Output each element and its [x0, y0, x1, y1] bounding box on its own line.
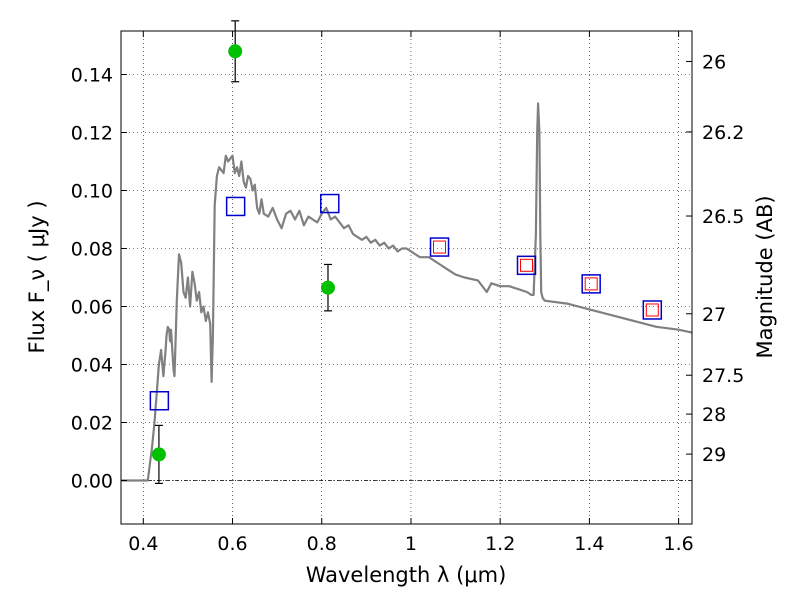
- y-axis-label: Flux F_ν ( μJy ): [25, 200, 50, 353]
- grid: [121, 31, 692, 524]
- model-phot-inner-square: [433, 240, 447, 254]
- x-axis-label: Wavelength λ (μm): [306, 563, 507, 587]
- y-tick-label: 0.12: [71, 123, 113, 145]
- right-axis-label: Magnitude (AB): [753, 195, 777, 358]
- model-phot-square: [642, 300, 663, 320]
- x-axis-ticks: 0.4 0.6 0.8 1 1.2 1.4 1.6: [128, 31, 694, 555]
- x-tick-label: 0.8: [307, 533, 337, 555]
- model-phot-square: [429, 237, 450, 257]
- y-tick-label: 0.06: [71, 297, 113, 319]
- observed-point: [151, 447, 166, 462]
- right-tick-label: 28: [702, 404, 726, 426]
- right-axis-ticks: 26 26.2 26.5 27 27.5 28 29: [686, 51, 744, 466]
- x-tick-label: 1.2: [485, 533, 515, 555]
- right-tick-label: 26.2: [702, 122, 744, 144]
- model-phot-inner-square: [584, 277, 598, 291]
- model-phot-square: [581, 274, 601, 294]
- y-tick-label: 0.04: [71, 355, 113, 377]
- x-tick-label: 1.4: [574, 533, 604, 555]
- model-phot-square: [149, 391, 170, 411]
- right-tick-label: 26.5: [702, 206, 744, 228]
- model-spectrum: [121, 102, 693, 482]
- y-tick-label: 0.10: [71, 181, 113, 203]
- y-tick-label: 0.14: [71, 65, 113, 87]
- right-tick-label: 29: [702, 444, 726, 466]
- model-phot-inner-square: [645, 303, 659, 317]
- model-phot-square: [225, 196, 246, 217]
- model-photometry: [149, 193, 663, 411]
- plot-frame: [120, 30, 693, 525]
- right-tick-label: 26: [702, 51, 726, 73]
- x-tick-label: 1: [405, 533, 417, 555]
- x-tick-label: 0.6: [217, 533, 247, 555]
- y-tick-label: 0.02: [71, 413, 113, 435]
- right-tick-label: 27: [702, 304, 726, 326]
- observed-point: [320, 280, 335, 295]
- x-tick-label: 0.4: [128, 533, 158, 555]
- observed-point: [228, 44, 243, 59]
- observed-photometry: [151, 20, 335, 484]
- right-tick-label: 27.5: [702, 365, 744, 387]
- model-phot-square: [320, 193, 340, 214]
- y-axis-ticks: 0.00 0.02 0.04 0.06 0.08 0.10 0.12 0.14: [71, 65, 127, 493]
- y-tick-label: 0.08: [71, 239, 113, 261]
- model-phot-square: [516, 255, 537, 276]
- y-tick-label: 0.00: [71, 471, 113, 493]
- x-tick-label: 1.6: [664, 533, 694, 555]
- model-spectrum-line: [121, 102, 693, 482]
- model-phot-inner-square: [519, 258, 533, 272]
